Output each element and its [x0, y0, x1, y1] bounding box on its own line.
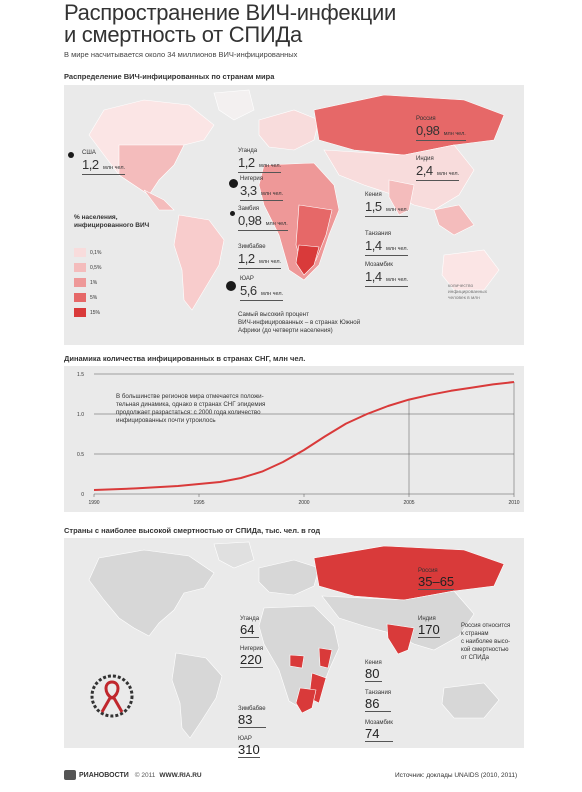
legend-item: 0,1%: [74, 248, 101, 257]
legend-item: 15%: [74, 308, 101, 317]
x-tick-label: 2010: [508, 500, 519, 506]
country-label-mozambique: Мозамбик 1,4 млн чел.: [365, 262, 409, 287]
chart-note: В большинстве регионов мира отмечается п…: [116, 393, 266, 424]
death-label-russia: Россия 35–65: [418, 568, 455, 590]
footer-brand: РИАНОВОСТИ © 2011 WWW.RIA.RU: [64, 770, 202, 780]
page-subtitle: В мире насчитывается около 34 миллионов …: [64, 50, 298, 59]
map1-note: Самый высокий процент ВИЧ-инфицированных…: [238, 311, 361, 334]
x-tick-label: 2005: [403, 500, 414, 506]
map1-title: Распределение ВИЧ-инфицированных по стра…: [64, 72, 275, 81]
x-tick-label: 1995: [193, 500, 204, 506]
legend-swatch: [74, 263, 86, 272]
world-map-1: [88, 89, 505, 311]
marker-dot: [229, 179, 238, 188]
legend-swatch: [74, 278, 86, 287]
legend-title: % населения, инфицированного ВИЧ: [74, 214, 150, 229]
death-label-kenya: Кения 80: [365, 660, 382, 682]
legend-swatch: [74, 248, 86, 257]
country-label-zimbabwe: Зимбабве 1,2 млн чел.: [238, 244, 282, 269]
marker-dot: [230, 211, 235, 216]
series-line: [93, 381, 515, 491]
death-label-nigeria: Нигерия 220: [240, 646, 264, 668]
country-label-nigeria: Нигерия 3,3 млн чел.: [240, 176, 284, 201]
country-label-tanzania: Танзания 1,4 млн чел.: [365, 231, 409, 256]
legend: 0,1% 0,5% 1% 5% 15%: [74, 248, 101, 317]
country-label-india: Индия 2,4 млн чел.: [416, 156, 460, 181]
legend-item: 1%: [74, 278, 101, 287]
line-chart: 0 0.5 1.0 1.5 1990 1995 2000 2005 2010: [77, 372, 520, 506]
death-label-south-africa: ЮАР 310: [238, 736, 260, 758]
map1-panel: [64, 85, 524, 345]
marker-dot: [226, 281, 236, 291]
marker-dot: [68, 152, 74, 158]
death-label-tanzania: Танзания 86: [365, 690, 392, 712]
x-tick-label: 2000: [298, 500, 309, 506]
x-tick-label: 1990: [88, 500, 99, 506]
country-label-usa: США 1,2 млн чел.: [82, 150, 126, 175]
dot-note: количество инфицированных человек в млн: [448, 284, 488, 301]
map2-note: Россия относится к странам с наиболее вы…: [461, 623, 511, 661]
chart-title: Динамика количества инфицированных в стр…: [64, 354, 306, 363]
world-map-2: [88, 541, 505, 739]
page-title: Распространение ВИЧ-инфекции и смертност…: [64, 0, 396, 47]
death-label-uganda: Уганда 64: [240, 616, 260, 638]
country-label-uganda: Уганда 1,2 млн чел.: [238, 148, 282, 173]
legend-item: 0,5%: [74, 263, 101, 272]
legend-item: 5%: [74, 293, 101, 302]
country-label-russia: Россия 0,98 млн чел.: [416, 116, 466, 141]
y-tick-label: 0.5: [77, 452, 84, 458]
country-label-south-africa: ЮАР 5,6 млн чел.: [240, 276, 284, 301]
map2-title: Страны с наиболее высокой смертностью от…: [64, 526, 321, 535]
y-tick-label: 0: [81, 492, 84, 498]
y-tick-label: 1.0: [77, 412, 84, 418]
legend-swatch: [74, 308, 86, 317]
aids-ribbon-emblem-icon: [88, 672, 136, 720]
death-label-mozambique: Мозамбик 74: [365, 720, 393, 742]
chart-panel: 0 0.5 1.0 1.5 1990 1995 2000 2005 2010: [64, 366, 524, 512]
country-label-kenya: Кения 1,5 млн чел.: [365, 192, 409, 217]
death-label-zimbabwe: Зимбабве 83: [238, 706, 266, 728]
map2-panel: [64, 538, 524, 748]
death-label-india: Индия 170: [418, 616, 440, 638]
footer-source: Источник: доклады UNAIDS (2010, 2011): [395, 772, 518, 779]
legend-swatch: [74, 293, 86, 302]
y-tick-label: 1.5: [77, 372, 84, 378]
country-label-zambia: Замбия 0,98 млн чел.: [238, 206, 288, 231]
ria-logo-icon: [64, 770, 76, 780]
